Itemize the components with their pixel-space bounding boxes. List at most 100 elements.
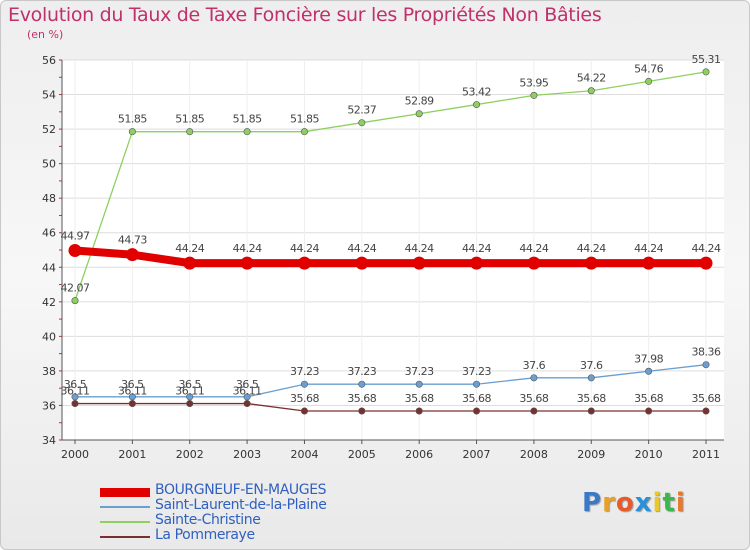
logo-letter: i <box>652 488 663 518</box>
data-label: 52.37 <box>347 104 376 117</box>
x-tick-label: 2009 <box>577 448 605 461</box>
line-chart: 34 36 38 40 42 44 46 48 50 52 54 56 2000 2001 2002 2003… <box>42 53 724 461</box>
x-tick-label: 2008 <box>520 448 548 461</box>
series-point <box>530 374 538 382</box>
data-label: 51.85 <box>175 113 204 126</box>
data-label: 44.24 <box>462 242 491 255</box>
data-label: 36.5 <box>64 378 87 391</box>
series-point <box>71 297 79 305</box>
logo-letter: i <box>675 488 686 518</box>
data-label: 51.85 <box>290 113 319 126</box>
logo-letter: t <box>662 488 676 518</box>
series-point <box>587 87 595 95</box>
y-tick-label: 50 <box>42 158 56 171</box>
series-point <box>530 91 538 99</box>
y-tick-label: 46 <box>42 227 56 240</box>
series-point <box>645 367 653 375</box>
data-label: 38.36 <box>692 346 721 359</box>
series-point <box>240 256 254 270</box>
data-label: 44.73 <box>118 234 147 247</box>
y-tick-label: 56 <box>42 54 56 67</box>
y-tick-label: 36 <box>42 399 56 412</box>
series-point <box>358 407 366 415</box>
series-line-3 <box>75 402 706 412</box>
data-label: 36.11 <box>118 385 147 398</box>
data-label: 44.24 <box>233 242 262 255</box>
series-point <box>71 393 79 401</box>
data-label: 36.5 <box>178 378 201 391</box>
series-point <box>243 128 251 136</box>
data-label: 42.07 <box>61 282 90 295</box>
series-point <box>300 380 308 388</box>
series-point <box>243 393 251 401</box>
data-label: 44.24 <box>290 242 319 255</box>
data-label: 37.6 <box>523 359 546 372</box>
tick-labels: 34 36 38 40 42 44 46 48 50 52 54 56 2000 2001 2002 2003… <box>42 54 720 461</box>
data-label: 52.89 <box>405 95 434 108</box>
series-line-2 <box>74 71 707 301</box>
y-tick-label: 52 <box>42 123 56 136</box>
proxiti-logo: Proxiti <box>582 488 686 518</box>
data-label: 53.95 <box>519 76 548 89</box>
grid-lines <box>62 59 724 441</box>
x-tick-label: 2002 <box>176 448 204 461</box>
chart-title: Evolution du Taux de Taxe Foncière sur l… <box>8 4 602 26</box>
y-tick-label: 44 <box>42 261 56 274</box>
series-point <box>584 256 598 270</box>
y-tick-label: 40 <box>42 330 56 343</box>
series-point <box>702 68 710 76</box>
series-point <box>642 256 656 270</box>
data-label: 44.24 <box>519 242 548 255</box>
logo-letter: o <box>615 488 635 518</box>
data-label: 37.6 <box>580 359 603 372</box>
series-point <box>702 407 710 415</box>
series-point <box>412 256 426 270</box>
x-tick-label: 2011 <box>692 448 720 461</box>
series-point <box>415 380 423 388</box>
data-label: 44.24 <box>692 242 721 255</box>
legend-swatch <box>100 487 150 497</box>
series-point <box>587 407 595 415</box>
series-point <box>183 256 197 270</box>
series-layer <box>68 68 713 415</box>
series-point <box>358 119 366 127</box>
series-point <box>702 361 710 369</box>
data-label: 36.11 <box>61 385 90 398</box>
data-label: 35.68 <box>692 392 721 405</box>
series-point <box>71 400 79 408</box>
data-label: 35.68 <box>347 392 376 405</box>
legend-label: La Pommeraye <box>155 527 255 543</box>
legend-label: Saint-Laurent-de-la-Plaine <box>155 497 327 513</box>
y-tick-label: 54 <box>42 89 56 102</box>
series-point <box>300 128 308 136</box>
series-point <box>473 101 481 109</box>
data-label: 35.68 <box>405 392 434 405</box>
y-tick-label: 34 <box>42 434 56 447</box>
series-point <box>128 128 136 136</box>
series-point <box>186 400 194 408</box>
data-label: 35.68 <box>290 392 319 405</box>
data-label: 54.22 <box>577 72 606 85</box>
y-tick-label: 38 <box>42 365 56 378</box>
data-label: 44.24 <box>175 242 204 255</box>
series-point <box>186 128 194 136</box>
x-tick-label: 2005 <box>348 448 376 461</box>
data-label: 37.23 <box>290 365 319 378</box>
data-label: 44.24 <box>405 242 434 255</box>
data-label: 44.24 <box>347 242 376 255</box>
data-labels: 44.97 44.73 44.24 44.24 44.24 44.24 44.24 44.24… <box>61 53 722 405</box>
series-point <box>68 244 82 258</box>
series-point <box>243 400 251 408</box>
data-label: 37.23 <box>347 365 376 378</box>
data-label: 36.5 <box>121 378 144 391</box>
x-tick-label: 2004 <box>290 448 318 461</box>
legend-swatch <box>100 521 150 523</box>
data-label: 36.5 <box>236 378 259 391</box>
series-point <box>186 393 194 401</box>
series-point <box>358 380 366 388</box>
data-label: 36.11 <box>233 385 262 398</box>
series-point <box>128 400 136 408</box>
data-label: 37.98 <box>634 352 663 365</box>
x-tick-label: 2000 <box>61 448 89 461</box>
series-point <box>125 248 139 262</box>
